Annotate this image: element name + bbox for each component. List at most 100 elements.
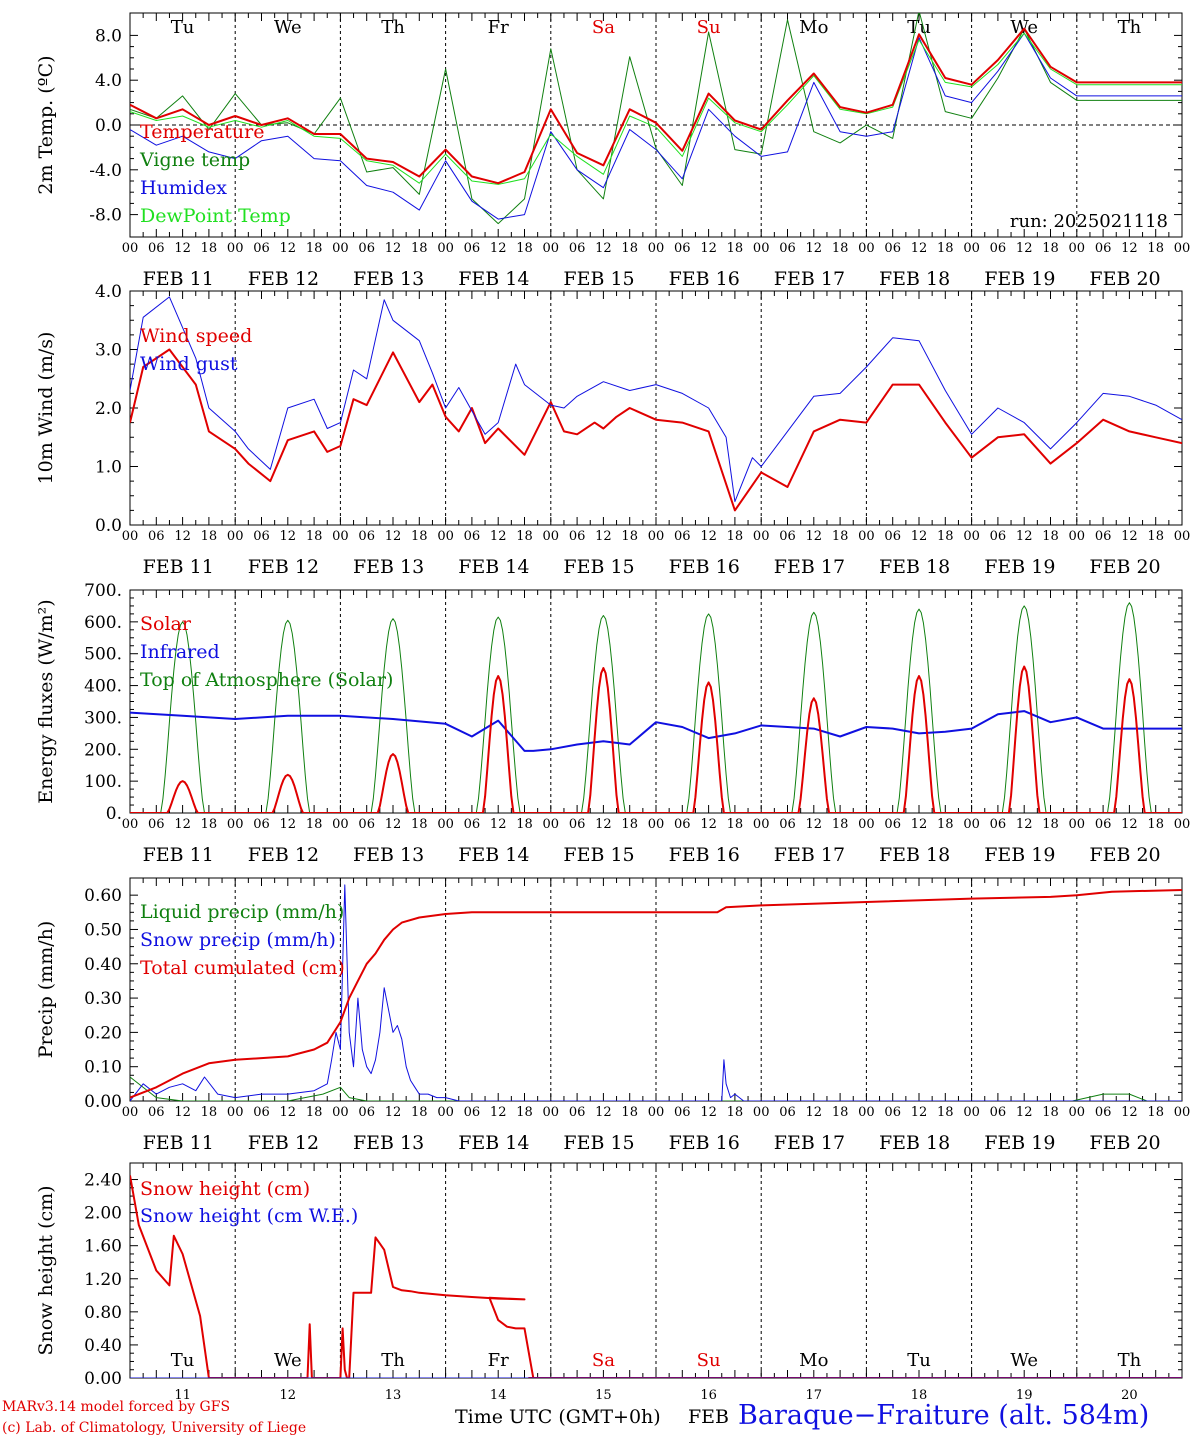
model-credit: MARv3.14 model forced by GFS	[2, 1399, 231, 1415]
run-label: run: 2025021118	[1010, 211, 1168, 232]
hour-label: 18	[621, 529, 638, 544]
weekday-label: Th	[1118, 17, 1142, 38]
hour-label: 18	[201, 1105, 218, 1120]
hour-label: 00	[858, 1105, 875, 1120]
hour-label: 00	[227, 529, 244, 544]
hour-label: 18	[516, 817, 533, 832]
station-title: Baraque−Fraiture (alt. 584m)	[738, 1400, 1150, 1431]
y-tick-label: 2.00	[84, 1204, 122, 1224]
hour-label: 00	[648, 817, 665, 832]
hour-label: 06	[884, 1105, 901, 1120]
hour-label: 06	[358, 817, 375, 832]
y-tick-label: 0.20	[84, 1023, 122, 1043]
day-number-label: 18	[911, 1388, 928, 1403]
hour-label: 06	[884, 817, 901, 832]
hour-label: 18	[306, 529, 323, 544]
date-label: FEB 12	[248, 556, 319, 578]
hour-label: 18	[1147, 241, 1164, 256]
y-tick-label: 100.	[84, 772, 122, 792]
weekday-label: Th	[381, 1350, 405, 1371]
weekday-label: Tu	[171, 17, 195, 38]
y-tick-label: 700.	[84, 581, 122, 601]
hour-label: 06	[674, 817, 691, 832]
month-label: FEB	[688, 1406, 730, 1428]
hour-label: 18	[516, 1105, 533, 1120]
date-label: FEB 18	[879, 1132, 950, 1154]
hour-label: 06	[358, 241, 375, 256]
date-label: FEB 12	[248, 844, 319, 866]
hour-label: 12	[700, 1105, 717, 1120]
hour-label: 18	[727, 529, 744, 544]
hour-label: 00	[332, 1105, 349, 1120]
weekday-label: Sa	[592, 1350, 615, 1371]
date-label: FEB 14	[458, 844, 529, 866]
date-label: FEB 15	[563, 556, 634, 578]
date-label: FEB 19	[984, 1132, 1055, 1154]
series-line-vigne-temp	[130, 13, 1182, 225]
hour-label: 18	[937, 241, 954, 256]
hour-label: 12	[174, 529, 191, 544]
date-label: FEB 13	[353, 268, 424, 290]
hour-label: 18	[201, 529, 218, 544]
legend-entry: Snow height (cm)	[140, 1178, 310, 1200]
hour-label: 00	[753, 817, 770, 832]
hour-label: 12	[174, 241, 191, 256]
hour-label: 12	[1016, 1105, 1033, 1120]
date-label: FEB 18	[879, 268, 950, 290]
hour-label: 00	[227, 817, 244, 832]
hour-label: 06	[569, 817, 586, 832]
panel-frame-2	[129, 589, 1183, 814]
hour-label: 00	[1069, 529, 1086, 544]
date-label: FEB 17	[774, 268, 845, 290]
hour-label: 00	[543, 529, 560, 544]
hour-label: 12	[806, 529, 823, 544]
hour-label: 00	[963, 529, 980, 544]
legend-entry: Wind gust	[140, 353, 238, 375]
y-tick-label: 0.00	[84, 1092, 122, 1112]
legend-entry: Infrared	[140, 641, 220, 663]
hour-label: 00	[1174, 1105, 1191, 1120]
hour-label: 12	[1121, 817, 1138, 832]
legend-entry: Top of Atmosphere (Solar)	[140, 669, 393, 691]
legend-entry: Solar	[140, 613, 192, 635]
hour-label: 06	[779, 241, 796, 256]
date-label: FEB 17	[774, 1132, 845, 1154]
hour-label: 06	[1095, 817, 1112, 832]
series-line-wind-speed	[130, 348, 1182, 512]
hour-label: 12	[595, 529, 612, 544]
hour-label: 18	[1042, 529, 1059, 544]
hour-label: 06	[674, 1105, 691, 1120]
hour-label: 12	[806, 1105, 823, 1120]
hour-label: 06	[253, 529, 270, 544]
hour-label: 00	[1174, 529, 1191, 544]
date-label: FEB 18	[879, 556, 950, 578]
hour-label: 00	[963, 241, 980, 256]
hour-label: 06	[253, 1105, 270, 1120]
hour-label: 06	[884, 529, 901, 544]
y-axis-label: Energy fluxes (W/m²)	[35, 599, 57, 803]
weekday-label: Mo	[799, 17, 828, 38]
y-tick-label: 0.0	[95, 516, 122, 536]
hour-label: 12	[280, 817, 297, 832]
series-line-dewpoint-temp	[130, 32, 1182, 185]
hour-label: 06	[674, 529, 691, 544]
hour-label: 12	[1121, 1105, 1138, 1120]
legend-entry: DewPoint Temp	[140, 205, 291, 227]
hour-label: 06	[884, 241, 901, 256]
date-label: FEB 18	[879, 844, 950, 866]
hour-label: 18	[832, 1105, 849, 1120]
hour-label: 18	[1147, 817, 1164, 832]
hour-label: 00	[648, 241, 665, 256]
day-number-label: 13	[385, 1388, 402, 1403]
y-tick-label: 0.40	[84, 1336, 122, 1356]
hour-label: 06	[990, 529, 1007, 544]
y-tick-label: 1.60	[84, 1237, 122, 1257]
lab-credit: (c) Lab. of Climatology, University of L…	[2, 1420, 307, 1436]
hour-label: 00	[227, 1105, 244, 1120]
y-tick-label: 200.	[84, 740, 122, 760]
hour-label: 18	[1147, 1105, 1164, 1120]
hour-label: 00	[332, 529, 349, 544]
hour-label: 00	[543, 1105, 560, 1120]
y-tick-label: -8.0	[89, 206, 122, 226]
hour-label: 18	[621, 1105, 638, 1120]
